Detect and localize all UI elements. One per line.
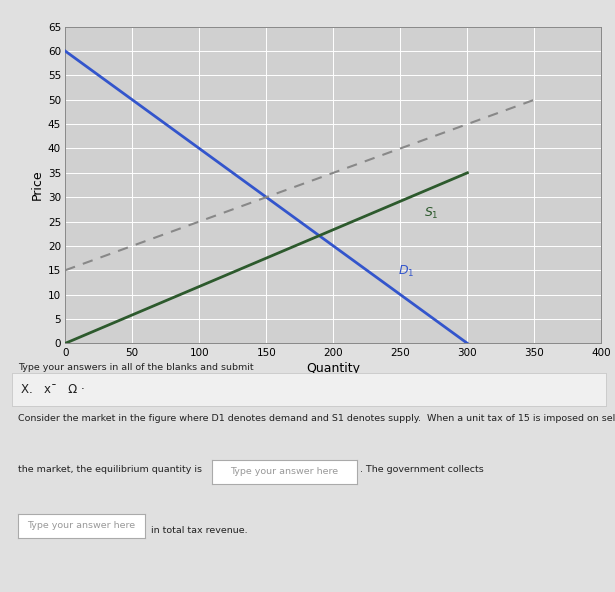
Text: . The government collects: . The government collects (360, 465, 483, 474)
Text: Type your answers in all of the blanks and submit: Type your answers in all of the blanks a… (18, 363, 254, 372)
Text: Type your answer here: Type your answer here (231, 467, 338, 477)
X-axis label: Quantity: Quantity (306, 362, 360, 375)
Text: in total tax revenue.: in total tax revenue. (151, 526, 247, 535)
Text: Type your answer here: Type your answer here (28, 521, 135, 530)
Text: Consider the market in the figure where D1 denotes demand and S1 denotes supply.: Consider the market in the figure where … (18, 414, 615, 423)
Text: the market, the equilibrium quantity is: the market, the equilibrium quantity is (18, 465, 202, 474)
Y-axis label: Price: Price (31, 170, 44, 200)
Text: $S_1$: $S_1$ (424, 205, 439, 221)
Text: X.   xˉ   Ω ·: X. xˉ Ω · (21, 384, 85, 397)
Text: $D_1$: $D_1$ (398, 264, 414, 279)
